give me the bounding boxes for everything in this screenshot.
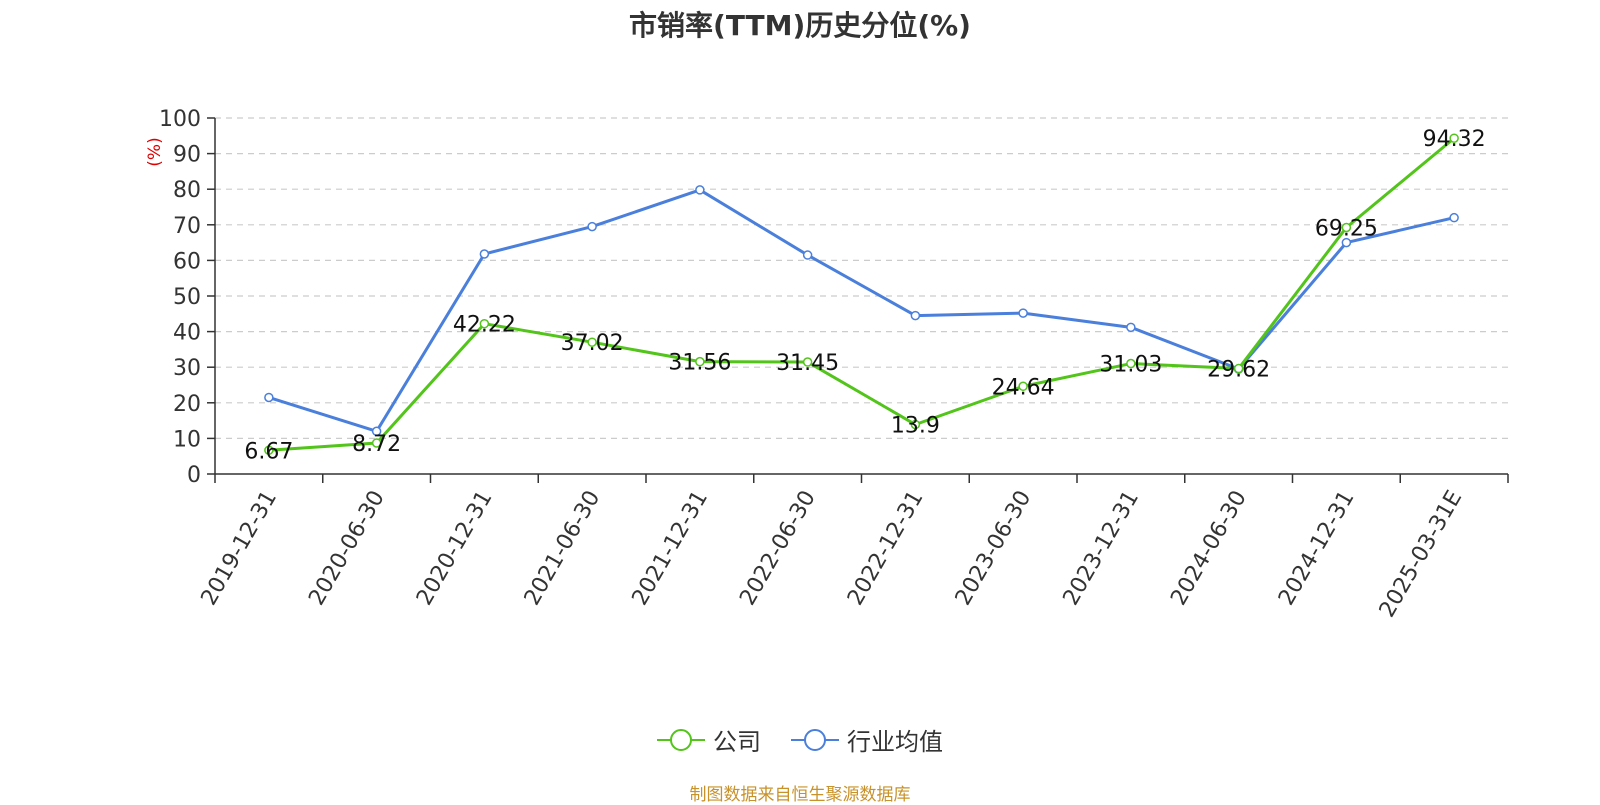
series-line-1	[268, 188, 1455, 433]
data-label: 6.67	[244, 439, 293, 464]
data-point-0	[910, 419, 921, 430]
data-point-0	[802, 357, 813, 367]
y-tick-label: 50	[173, 285, 201, 310]
x-tick-label: 2023-12-31	[1058, 487, 1144, 610]
legend-label-company: 公司	[713, 728, 761, 756]
data-point-1	[1018, 308, 1028, 318]
data-point-1	[1449, 212, 1459, 223]
data-label: 94.32	[1423, 127, 1486, 152]
x-tick-label: 2025-03-31E	[1375, 487, 1468, 622]
data-point-0	[1018, 381, 1028, 392]
y-tick-label: 10	[173, 427, 201, 452]
y-tick-label: 60	[173, 249, 201, 274]
x-tick-label: 2021-06-30	[520, 487, 606, 610]
data-label: 37.02	[561, 331, 624, 356]
y-tick-label: 0	[187, 463, 201, 488]
data-point-0	[695, 356, 705, 367]
y-tick-label: 80	[173, 178, 201, 203]
x-tick-label: 2020-12-31	[412, 487, 498, 610]
data-label: 31.45	[776, 351, 839, 376]
x-tick-label: 2024-06-30	[1166, 487, 1252, 610]
y-tick-label: 100	[159, 107, 201, 132]
x-tick-label: 2024-12-31	[1274, 487, 1360, 610]
data-point-1	[479, 249, 490, 259]
x-tick-label: 2020-06-30	[304, 487, 390, 610]
data-point-0	[371, 438, 382, 448]
data-point-1	[1341, 237, 1352, 248]
x-tick-label: 2019-12-31	[196, 487, 282, 610]
data-point-1	[910, 310, 921, 321]
legend: 公司 行业均值	[0, 722, 1600, 757]
data-point-1	[1126, 322, 1136, 333]
data-label: 69.25	[1315, 216, 1378, 241]
legend-symbol-company	[657, 728, 705, 752]
series-line-0	[268, 137, 1456, 452]
data-point-0	[479, 318, 490, 329]
data-point-1	[695, 185, 705, 195]
data-label: 8.72	[352, 432, 401, 457]
legend-item-company[interactable]: 公司	[657, 722, 761, 757]
y-tick-label: 40	[173, 321, 201, 346]
data-point-1	[587, 221, 597, 232]
y-tick-label: 20	[173, 392, 201, 417]
data-label: 13.9	[891, 414, 940, 439]
chart-title: 市销率(TTM)历史分位(%)	[629, 9, 971, 42]
y-axis-label: (%)	[145, 137, 165, 166]
data-point-1	[264, 392, 274, 403]
x-tick-label: 2022-12-31	[843, 487, 929, 610]
x-tick-label: 2023-06-30	[951, 487, 1037, 610]
data-label: 31.03	[1099, 353, 1162, 378]
data-label: 24.64	[992, 375, 1055, 400]
data-point-0	[264, 445, 274, 456]
data-point-0	[1126, 358, 1136, 369]
data-point-1	[371, 426, 382, 437]
y-tick-label: 30	[173, 356, 201, 381]
y-tick-label: 90	[173, 143, 201, 168]
x-tick-label: 2022-06-30	[735, 487, 821, 610]
legend-label-industry: 行业均值	[847, 728, 943, 756]
data-label: 29.62	[1207, 358, 1270, 383]
x-tick-label: 2021-12-31	[627, 487, 713, 610]
data-point-1	[802, 250, 813, 260]
data-point-0	[1449, 133, 1459, 143]
data-label: 31.56	[668, 351, 731, 376]
data-point-0	[587, 337, 597, 347]
legend-item-industry[interactable]: 行业均值	[791, 722, 943, 757]
data-point-0	[1341, 222, 1352, 233]
data-label: 42.22	[453, 313, 516, 338]
legend-symbol-industry	[791, 728, 839, 752]
y-tick-label: 70	[173, 214, 201, 239]
data-source-note: 制图数据来自恒生聚源数据库	[689, 785, 911, 805]
data-point-0	[1233, 363, 1244, 374]
